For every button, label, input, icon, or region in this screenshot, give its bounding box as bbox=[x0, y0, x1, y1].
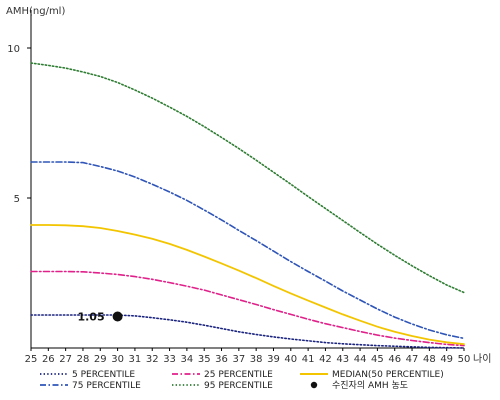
x-tick-label: 46 bbox=[388, 354, 401, 365]
x-tick-label: 49 bbox=[440, 354, 453, 365]
x-axis-label: 나이 bbox=[473, 353, 491, 365]
x-tick-label: 38 bbox=[250, 354, 263, 365]
legend-label-1: 25 PERCENTILE bbox=[204, 370, 273, 380]
x-tick-label: 26 bbox=[42, 354, 55, 365]
legend-swatch-patient bbox=[310, 381, 318, 389]
x-tick-label: 43 bbox=[336, 354, 349, 365]
x-tick-label: 48 bbox=[423, 354, 436, 365]
x-tick-label: 27 bbox=[59, 354, 72, 365]
x-tick-label: 29 bbox=[94, 354, 107, 365]
x-tick-label: 33 bbox=[163, 354, 176, 365]
x-tick-label: 34 bbox=[181, 354, 194, 365]
legend-label-4: 95 PERCENTILE bbox=[204, 381, 273, 391]
series-line-1 bbox=[30, 270, 465, 347]
x-tick-label: 40 bbox=[284, 354, 297, 365]
x-tick-label: 36 bbox=[215, 354, 228, 365]
x-tick-label: 28 bbox=[77, 354, 90, 365]
series-line-2 bbox=[30, 224, 465, 346]
x-tick-label: 35 bbox=[198, 354, 211, 365]
x-tick-label: 32 bbox=[146, 354, 159, 365]
legend-label-patient: 수진자의 AMH 농도 bbox=[332, 380, 408, 391]
x-tick-label: 45 bbox=[371, 354, 384, 365]
patient-point bbox=[112, 311, 123, 322]
legend-label-0: 5 PERCENTILE bbox=[72, 370, 135, 380]
legend-label-3: 75 PERCENTILE bbox=[72, 381, 141, 391]
x-tick-label: 50 bbox=[458, 354, 471, 365]
x-tick-label: 47 bbox=[406, 354, 419, 365]
patient-value-label: 1.05 bbox=[77, 311, 104, 324]
legend-label-2: MEDIAN(50 PERCENTILE) bbox=[332, 370, 444, 380]
x-tick-label: 44 bbox=[354, 354, 367, 365]
x-tick-label: 25 bbox=[25, 354, 38, 365]
x-tick-label: 39 bbox=[267, 354, 280, 365]
x-tick-label: 42 bbox=[319, 354, 332, 365]
x-tick-label: 30 bbox=[111, 354, 124, 365]
y-tick-label: 5 bbox=[14, 194, 20, 205]
x-tick-label: 31 bbox=[129, 354, 142, 365]
y-axis-label: AMH(ng/ml) bbox=[6, 6, 65, 17]
x-tick-label: 37 bbox=[232, 354, 245, 365]
series-line-4 bbox=[30, 62, 465, 294]
y-tick-label: 10 bbox=[7, 44, 20, 55]
series-line-0 bbox=[30, 314, 465, 349]
series-line-3 bbox=[30, 161, 465, 340]
x-tick-label: 41 bbox=[302, 354, 315, 365]
